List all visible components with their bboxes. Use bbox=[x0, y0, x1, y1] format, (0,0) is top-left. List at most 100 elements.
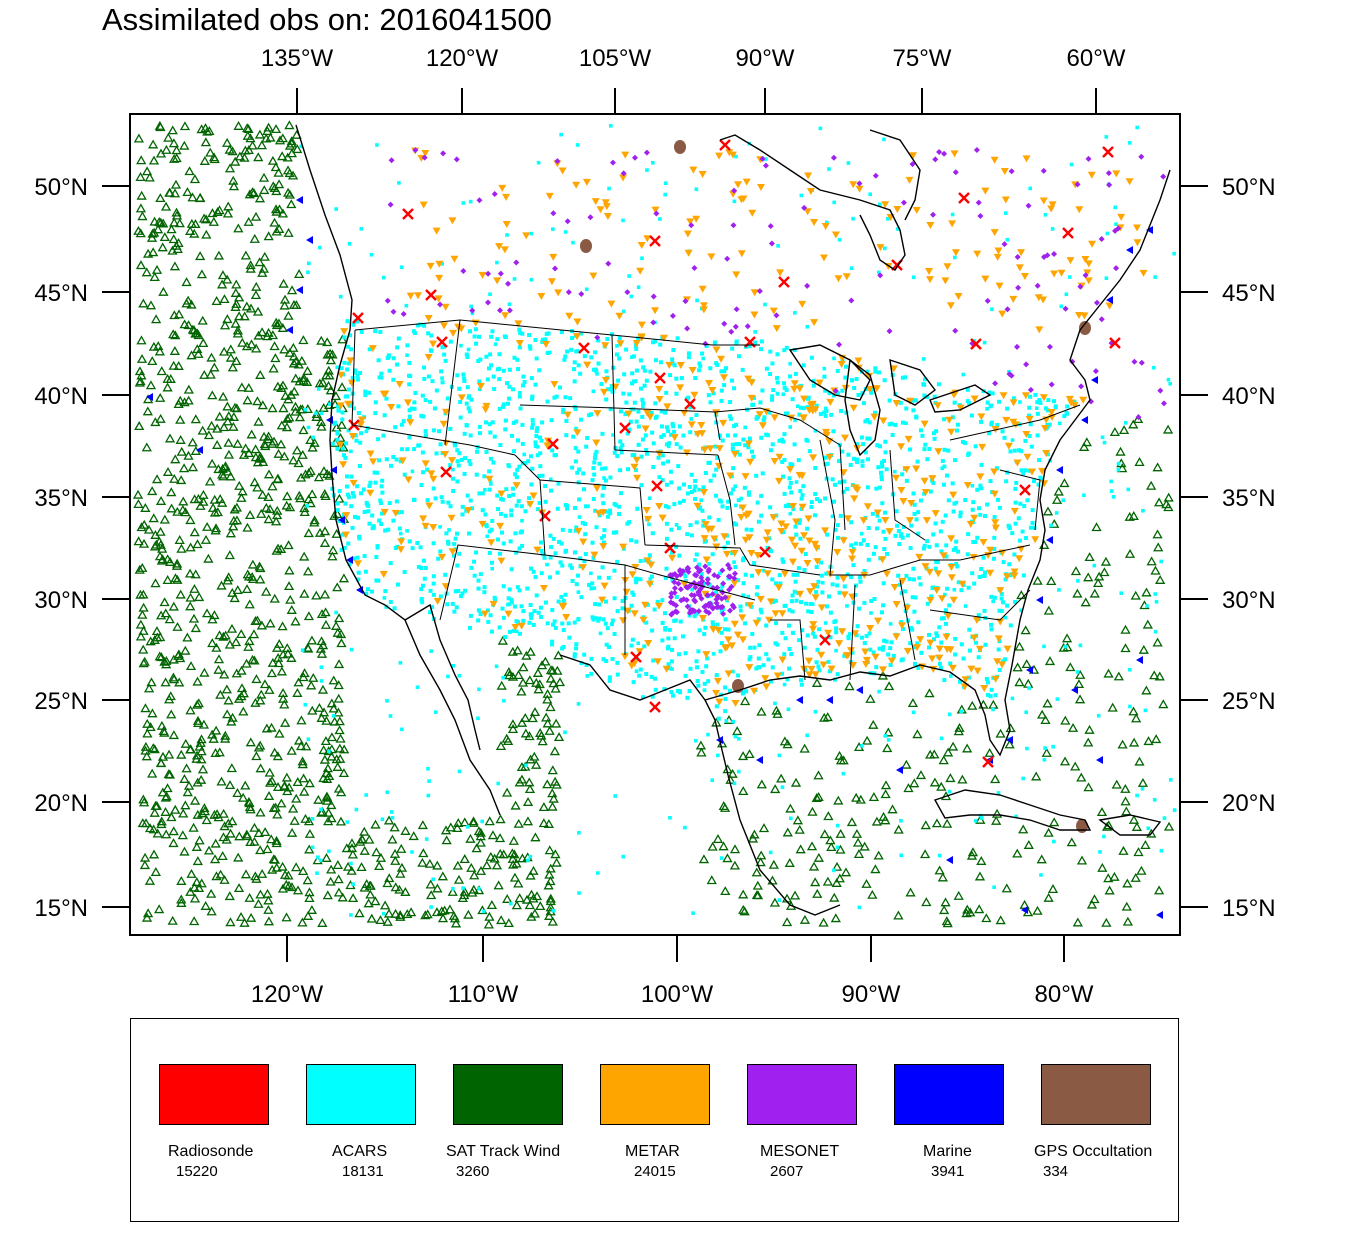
metar-marker bbox=[799, 414, 808, 422]
acars-marker bbox=[946, 448, 951, 453]
acars-marker bbox=[431, 581, 436, 586]
acars-marker bbox=[343, 455, 348, 460]
acars-marker bbox=[604, 509, 609, 514]
acars-marker bbox=[1028, 394, 1033, 399]
acars-marker bbox=[611, 433, 615, 437]
sat-track-wind-marker bbox=[325, 876, 336, 886]
sat-track-wind-marker bbox=[846, 817, 858, 827]
metar-marker bbox=[928, 655, 937, 663]
marine-marker bbox=[196, 446, 203, 454]
acars-marker bbox=[1075, 670, 1080, 674]
sat-track-wind-marker bbox=[147, 228, 158, 238]
metar-marker bbox=[763, 529, 772, 537]
sat-track-wind-marker bbox=[277, 688, 289, 698]
acars-marker bbox=[527, 333, 532, 338]
acars-marker bbox=[716, 517, 721, 522]
metar-marker bbox=[641, 601, 650, 609]
sat-track-wind-marker bbox=[436, 906, 447, 916]
acars-marker bbox=[873, 366, 878, 371]
sat-track-wind-marker bbox=[528, 893, 539, 903]
acars-marker bbox=[963, 498, 968, 503]
acars-marker bbox=[991, 599, 995, 604]
mesonet-marker bbox=[684, 603, 691, 610]
acars-marker bbox=[1013, 521, 1018, 526]
acars-marker bbox=[619, 450, 624, 455]
acars-marker bbox=[1111, 495, 1116, 499]
sat-track-wind-marker bbox=[236, 665, 247, 675]
metar-marker bbox=[1010, 568, 1019, 576]
sat-track-wind-marker bbox=[232, 585, 243, 595]
acars-marker bbox=[651, 441, 656, 446]
acars-marker bbox=[387, 501, 392, 506]
acars-marker bbox=[426, 374, 431, 379]
sat-track-wind-marker bbox=[224, 550, 235, 560]
acars-marker bbox=[931, 431, 936, 436]
acars-marker bbox=[465, 493, 470, 498]
acars-marker bbox=[734, 422, 739, 427]
acars-marker bbox=[1002, 435, 1007, 440]
sat-track-wind-marker bbox=[422, 909, 433, 919]
sat-track-wind-marker bbox=[151, 474, 163, 484]
sat-track-wind-marker bbox=[299, 588, 310, 598]
sat-track-wind-marker bbox=[290, 616, 301, 626]
radiosonde-marker bbox=[719, 139, 731, 151]
sat-track-wind-marker bbox=[1086, 899, 1098, 909]
acars-marker bbox=[396, 582, 401, 587]
sat-track-wind-marker bbox=[990, 774, 1001, 784]
acars-marker bbox=[457, 451, 462, 456]
acars-marker bbox=[587, 413, 592, 418]
mesonet-marker bbox=[695, 590, 702, 597]
acars-marker bbox=[551, 536, 556, 541]
acars-marker bbox=[424, 837, 429, 841]
sat-track-wind-marker bbox=[149, 216, 160, 226]
mesonet-marker bbox=[675, 580, 682, 587]
acars-marker bbox=[793, 371, 798, 376]
sat-track-wind-marker bbox=[267, 657, 278, 667]
acars-marker bbox=[891, 653, 896, 658]
metar-marker bbox=[628, 571, 637, 579]
metar-marker bbox=[741, 473, 750, 481]
sat-track-wind-marker bbox=[245, 303, 257, 313]
acars-marker bbox=[605, 336, 610, 341]
metar-marker bbox=[607, 300, 616, 308]
marine-marker bbox=[306, 236, 313, 244]
mesonet-marker bbox=[930, 211, 937, 218]
acars-marker bbox=[668, 815, 672, 820]
sat-track-wind-marker bbox=[175, 589, 186, 599]
metar-marker bbox=[502, 193, 511, 201]
acars-marker bbox=[594, 449, 599, 454]
mesonet-marker bbox=[877, 272, 884, 279]
marine-marker bbox=[1006, 736, 1013, 744]
sat-track-wind-marker bbox=[496, 680, 507, 690]
acars-marker bbox=[452, 542, 457, 547]
acars-marker bbox=[718, 499, 723, 504]
acars-marker bbox=[351, 322, 356, 327]
sat-track-wind-marker bbox=[241, 341, 253, 351]
acars-marker bbox=[343, 441, 348, 446]
radiosonde-marker bbox=[539, 510, 551, 522]
acars-marker bbox=[966, 452, 971, 457]
metar-marker bbox=[949, 491, 958, 499]
sat-track-wind-marker bbox=[181, 277, 192, 287]
metar-marker bbox=[429, 524, 438, 532]
acars-marker bbox=[500, 497, 505, 502]
acars-marker bbox=[385, 356, 390, 361]
sat-track-wind-marker bbox=[160, 677, 171, 687]
acars-marker bbox=[627, 274, 631, 278]
acars-marker bbox=[852, 385, 857, 390]
acars-marker bbox=[883, 510, 888, 515]
acars-marker bbox=[952, 587, 957, 592]
acars-marker bbox=[502, 698, 506, 703]
acars-marker bbox=[644, 451, 649, 456]
sat-track-wind-marker bbox=[995, 915, 1006, 925]
sat-track-wind-marker bbox=[503, 918, 514, 928]
mesonet-marker bbox=[671, 589, 678, 596]
metar-marker bbox=[715, 152, 724, 160]
acars-marker bbox=[660, 453, 665, 458]
sat-track-wind-marker bbox=[168, 826, 179, 836]
sat-track-wind-marker bbox=[168, 601, 179, 611]
sat-track-wind-marker bbox=[267, 864, 278, 874]
sat-track-wind-marker bbox=[288, 351, 300, 361]
acars-marker bbox=[835, 672, 840, 677]
acars-marker bbox=[535, 507, 540, 512]
